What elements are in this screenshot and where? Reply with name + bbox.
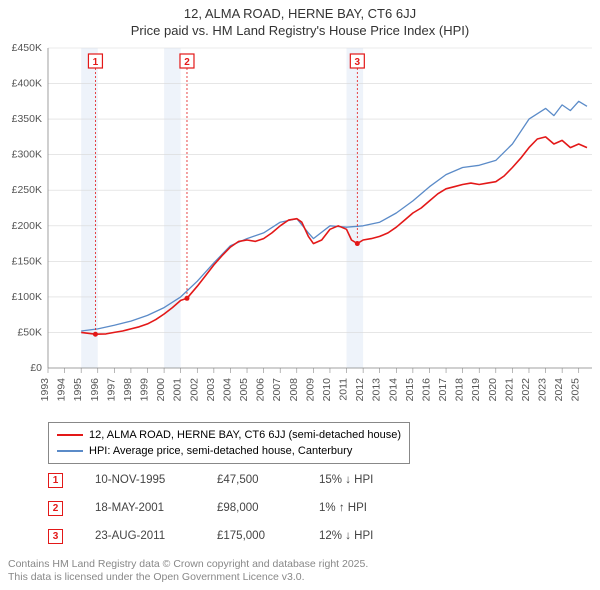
svg-text:2000: 2000 bbox=[155, 378, 167, 402]
marker-row-2: 2 18-MAY-2001 £98,000 1% ↑ HPI bbox=[48, 494, 409, 522]
footer-attribution: Contains HM Land Registry data © Crown c… bbox=[8, 558, 368, 584]
svg-text:£50K: £50K bbox=[17, 326, 42, 338]
marker-price-3: £175,000 bbox=[217, 530, 287, 542]
svg-text:2022: 2022 bbox=[520, 378, 532, 402]
svg-text:£100K: £100K bbox=[12, 291, 42, 303]
title-line-2: Price paid vs. HM Land Registry's House … bbox=[0, 23, 600, 38]
svg-text:2016: 2016 bbox=[420, 378, 432, 402]
svg-text:2014: 2014 bbox=[387, 378, 399, 402]
marker-hpi-2: 1% ↑ HPI bbox=[319, 502, 409, 514]
marker-date-1: 10-NOV-1995 bbox=[95, 474, 185, 486]
svg-text:£150K: £150K bbox=[12, 255, 42, 267]
svg-text:2015: 2015 bbox=[404, 378, 416, 402]
marker-row-3: 3 23-AUG-2011 £175,000 12% ↓ HPI bbox=[48, 522, 409, 550]
svg-text:2013: 2013 bbox=[371, 378, 383, 402]
svg-text:2002: 2002 bbox=[188, 378, 200, 402]
chart-title-block: 12, ALMA ROAD, HERNE BAY, CT6 6JJ Price … bbox=[0, 0, 600, 38]
svg-text:2012: 2012 bbox=[354, 378, 366, 402]
marker-box-2: 2 bbox=[48, 501, 63, 516]
svg-text:2006: 2006 bbox=[255, 378, 267, 402]
svg-text:£200K: £200K bbox=[12, 220, 42, 232]
line-chart: £0 £50K £100K £150K £200K £250K £300K £350K £400… bbox=[0, 44, 600, 414]
legend-item-2: HPI: Average price, semi-detached house,… bbox=[57, 443, 401, 459]
svg-text:1993: 1993 bbox=[39, 378, 51, 402]
chart-svg: £0 £50K £100K £150K £200K £250K £300K £350K £400… bbox=[0, 44, 600, 414]
footer-line-1: Contains HM Land Registry data © Crown c… bbox=[8, 558, 368, 571]
svg-text:2021: 2021 bbox=[503, 378, 515, 402]
svg-text:£450K: £450K bbox=[12, 44, 42, 54]
legend: 12, ALMA ROAD, HERNE BAY, CT6 6JJ (semi-… bbox=[48, 422, 410, 464]
svg-text:£400K: £400K bbox=[12, 78, 42, 90]
svg-text:1: 1 bbox=[93, 57, 99, 68]
legend-label-2: HPI: Average price, semi-detached house,… bbox=[89, 443, 352, 459]
svg-text:3: 3 bbox=[355, 57, 361, 68]
svg-text:£350K: £350K bbox=[12, 113, 42, 125]
svg-text:1994: 1994 bbox=[56, 378, 68, 402]
svg-text:2019: 2019 bbox=[470, 378, 482, 402]
legend-swatch-2 bbox=[57, 450, 83, 452]
legend-swatch-1 bbox=[57, 434, 83, 436]
svg-text:2009: 2009 bbox=[304, 378, 316, 402]
svg-text:2023: 2023 bbox=[537, 378, 549, 402]
legend-label-1: 12, ALMA ROAD, HERNE BAY, CT6 6JJ (semi-… bbox=[89, 427, 401, 443]
marker-date-2: 18-MAY-2001 bbox=[95, 502, 185, 514]
svg-text:£300K: £300K bbox=[12, 149, 42, 161]
marker-hpi-3: 12% ↓ HPI bbox=[319, 530, 409, 542]
svg-text:2005: 2005 bbox=[238, 378, 250, 402]
svg-text:2020: 2020 bbox=[487, 378, 499, 402]
svg-text:2010: 2010 bbox=[321, 378, 333, 402]
svg-text:1996: 1996 bbox=[89, 378, 101, 402]
svg-text:2025: 2025 bbox=[570, 378, 582, 402]
svg-text:1995: 1995 bbox=[72, 378, 84, 402]
svg-text:2018: 2018 bbox=[454, 378, 466, 402]
marker-table: 1 10-NOV-1995 £47,500 15% ↓ HPI 2 18-MAY… bbox=[48, 466, 409, 550]
svg-text:£0: £0 bbox=[30, 362, 42, 374]
footer-line-2: This data is licensed under the Open Gov… bbox=[8, 571, 368, 584]
svg-text:£250K: £250K bbox=[12, 184, 42, 196]
svg-text:2008: 2008 bbox=[288, 378, 300, 402]
svg-text:2024: 2024 bbox=[553, 378, 565, 402]
svg-text:1997: 1997 bbox=[105, 378, 117, 402]
svg-text:2017: 2017 bbox=[437, 378, 449, 402]
marker-box-3: 3 bbox=[48, 529, 63, 544]
legend-item-1: 12, ALMA ROAD, HERNE BAY, CT6 6JJ (semi-… bbox=[57, 427, 401, 443]
svg-text:2001: 2001 bbox=[172, 378, 184, 402]
marker-row-1: 1 10-NOV-1995 £47,500 15% ↓ HPI bbox=[48, 466, 409, 494]
marker-date-3: 23-AUG-2011 bbox=[95, 530, 185, 542]
svg-text:2007: 2007 bbox=[271, 378, 283, 402]
marker-hpi-1: 15% ↓ HPI bbox=[319, 474, 409, 486]
svg-text:1998: 1998 bbox=[122, 378, 134, 402]
marker-price-1: £47,500 bbox=[217, 474, 287, 486]
svg-text:2003: 2003 bbox=[205, 378, 217, 402]
svg-text:2011: 2011 bbox=[338, 378, 350, 401]
marker-box-1: 1 bbox=[48, 473, 63, 488]
marker-price-2: £98,000 bbox=[217, 502, 287, 514]
svg-text:2004: 2004 bbox=[221, 378, 233, 402]
title-line-1: 12, ALMA ROAD, HERNE BAY, CT6 6JJ bbox=[0, 6, 600, 21]
svg-text:2: 2 bbox=[184, 57, 190, 68]
svg-text:1999: 1999 bbox=[139, 378, 151, 402]
